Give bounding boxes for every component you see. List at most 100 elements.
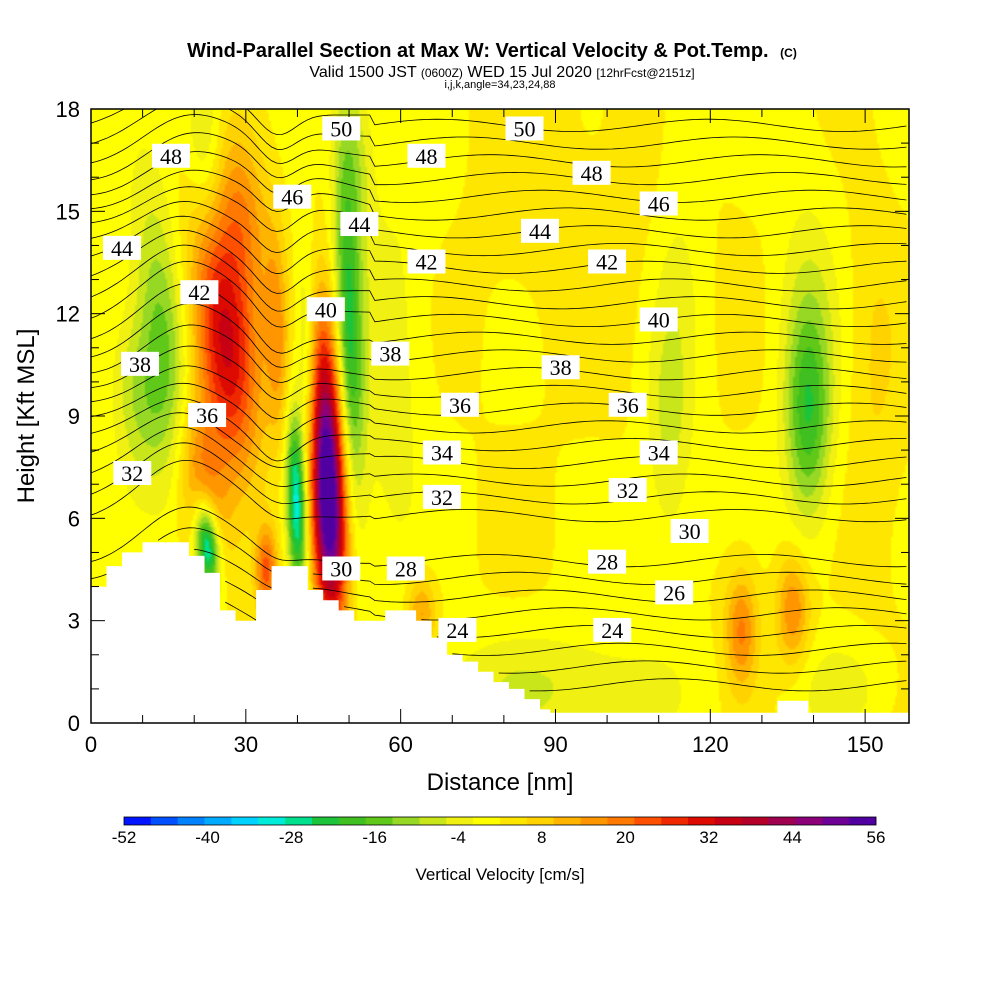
contour-label: 24 bbox=[438, 617, 477, 643]
x-tick-label: 120 bbox=[692, 732, 729, 757]
terrain bbox=[91, 542, 909, 723]
theta-contour bbox=[91, 345, 907, 400]
contour-label: 36 bbox=[188, 403, 227, 428]
contour-label-text: 38 bbox=[129, 352, 151, 377]
colorbar-swatch bbox=[258, 817, 286, 825]
x-tick-label: 60 bbox=[388, 732, 412, 757]
contour-label: 30 bbox=[670, 518, 709, 544]
theta-contour bbox=[91, 201, 907, 257]
theta-contour bbox=[194, 548, 907, 603]
theta-contour bbox=[91, 151, 907, 203]
colorbar-swatch bbox=[607, 817, 635, 825]
contour-label-text: 50 bbox=[330, 116, 352, 141]
contour-label-bg bbox=[639, 440, 678, 465]
contour-label: 46 bbox=[639, 191, 678, 217]
contour-label-text: 36 bbox=[196, 403, 218, 428]
theta-contour bbox=[91, 442, 907, 505]
contour-label-text: 46 bbox=[648, 192, 670, 217]
theta-contour bbox=[91, 244, 907, 312]
x-tick-label: 0 bbox=[85, 732, 97, 757]
theta-contour bbox=[91, 303, 907, 368]
contour-label: 34 bbox=[422, 440, 461, 466]
theta-contour bbox=[91, 114, 907, 168]
contour-label-text: 42 bbox=[415, 250, 437, 275]
y-tick-label: 0 bbox=[68, 711, 80, 736]
contour-label-bg bbox=[273, 184, 312, 209]
contour-label-bg bbox=[151, 143, 190, 168]
contour-label-bg bbox=[608, 478, 647, 503]
colorbar-tick-label: -28 bbox=[279, 828, 304, 847]
colorbar-frame bbox=[123, 816, 877, 826]
contour-label-bg bbox=[306, 297, 345, 322]
contour-label-text: 44 bbox=[348, 212, 370, 237]
contour-label-bg bbox=[422, 484, 461, 509]
theta-contour bbox=[91, 382, 907, 441]
contour-label-bg bbox=[639, 191, 678, 216]
contour-label: 48 bbox=[151, 143, 190, 169]
contour-label-text: 48 bbox=[415, 144, 437, 169]
grid-indices: i,j,k,angle=34,23,24,88 bbox=[444, 79, 555, 91]
contour-label-text: 32 bbox=[121, 461, 143, 486]
contour-label: 38 bbox=[541, 355, 580, 380]
contour-label-bg bbox=[322, 556, 361, 581]
colorbar-swatch bbox=[822, 817, 850, 825]
colorbar-swatch bbox=[365, 817, 393, 825]
colorbar-swatch bbox=[634, 817, 662, 825]
colorbar-swatch bbox=[553, 817, 581, 825]
contour-label-text: 40 bbox=[648, 307, 670, 332]
contour-label-bg bbox=[655, 580, 694, 605]
contour-label: 34 bbox=[639, 440, 678, 466]
contour-label: 30 bbox=[322, 556, 361, 582]
colorbar-swatch bbox=[312, 817, 340, 825]
contour-label-bg bbox=[371, 341, 410, 366]
colorbar-swatch bbox=[150, 817, 179, 825]
contour-label-text: 34 bbox=[648, 441, 670, 466]
theta-contour bbox=[498, 660, 907, 674]
colorbar-swatch bbox=[392, 817, 420, 825]
contour-label-bg bbox=[441, 392, 480, 417]
theta-contour bbox=[91, 186, 907, 239]
theta-contour bbox=[91, 460, 907, 523]
theta-contour bbox=[91, 324, 907, 383]
contour-label: 38 bbox=[371, 341, 410, 367]
colorbar-swatch bbox=[473, 817, 501, 825]
forecast-info: [12hrFcst@2151z] bbox=[596, 66, 694, 80]
y-tick-label: 3 bbox=[68, 609, 80, 634]
contour-label-text: 44 bbox=[529, 219, 551, 244]
contour-label-bg bbox=[113, 460, 152, 485]
contour-label-bg bbox=[639, 307, 678, 332]
chart-subtitle: Valid 1500 JST (0600Z) WED 15 Jul 2020 [… bbox=[309, 64, 694, 81]
title-mark: (C) bbox=[780, 46, 797, 60]
contour-label-bg bbox=[407, 249, 446, 274]
contour-label-text: 40 bbox=[315, 297, 337, 322]
contour-label: 46 bbox=[273, 184, 312, 210]
colorbar-swatch bbox=[714, 817, 743, 825]
contour-label: 24 bbox=[593, 617, 632, 643]
contour-label: 48 bbox=[407, 143, 446, 169]
contour-label-bg bbox=[572, 160, 611, 185]
contour-label: 32 bbox=[113, 460, 152, 486]
plot-area: 48 50 50 48 48 46 46 44 44 44 42 42 42 40 40 38 38 38 36 36… bbox=[91, 109, 909, 723]
theta-contour bbox=[91, 426, 907, 487]
theta-contour bbox=[91, 260, 907, 328]
theta-contour bbox=[91, 506, 907, 568]
theta-contour bbox=[91, 527, 907, 585]
contour-label-bg bbox=[102, 235, 141, 260]
title-main: Wind-Parallel Section at Max W: Vertical… bbox=[187, 40, 768, 62]
contour-label-text: 32 bbox=[617, 478, 639, 503]
valid-prefix: Valid 1500 JST bbox=[309, 64, 417, 81]
contour-label-bg bbox=[180, 280, 219, 305]
colorbar-tick-label: -16 bbox=[362, 828, 387, 847]
contour-label-text: 24 bbox=[601, 618, 623, 643]
colorbar-swatch bbox=[338, 817, 367, 825]
valid-utc: (0600Z) bbox=[421, 66, 463, 80]
colorbar-tick-label: 20 bbox=[616, 828, 635, 847]
colorbar-label: Vertical Velocity [cm/s] bbox=[415, 865, 584, 884]
colorbar-tick-label: 44 bbox=[783, 828, 802, 847]
contour-label-text: 48 bbox=[581, 161, 603, 186]
colorbar-tick-label: 32 bbox=[699, 828, 718, 847]
colorbar-swatch bbox=[741, 817, 769, 825]
contour-label-bg bbox=[505, 116, 544, 141]
colorbar-tick-label: -52 bbox=[112, 828, 137, 847]
contour-label-text: 42 bbox=[188, 280, 210, 305]
